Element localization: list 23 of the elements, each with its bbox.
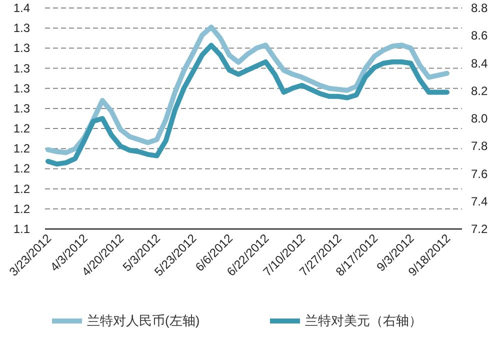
y-tick-label: 1.3	[13, 41, 30, 56]
y2-tick-label: 7.4	[471, 194, 488, 208]
legend-label: 兰特对人民币(左轴)	[87, 313, 200, 328]
legend-label: 兰特对美元（右轴）	[305, 313, 422, 328]
y2-tick-label: 7.6	[471, 166, 488, 181]
y-tick-label: 1.3	[13, 101, 30, 116]
y-tick-label: 1.2	[13, 182, 30, 196]
y-tick-label: 1.2	[13, 202, 30, 216]
y-tick-label: 1.4	[13, 1, 30, 15]
y2-tick-label: 8.2	[471, 84, 488, 98]
y-tick-label: 1.3	[13, 81, 30, 96]
y2-tick-label: 8.4	[471, 56, 488, 70]
y-tick-label: 1.3	[13, 21, 30, 36]
y-tick-label: 1.2	[13, 122, 30, 136]
y-tick-label: 1.2	[13, 162, 30, 176]
y-tick-label: 1.1	[13, 222, 30, 236]
y2-tick-label: 7.8	[471, 139, 488, 154]
y2-tick-label: 8.8	[471, 1, 488, 15]
y2-tick-label: 8.0	[471, 112, 488, 126]
y2-tick-label: 8.6	[471, 28, 488, 43]
y-tick-label: 1.2	[13, 142, 30, 156]
y2-tick-label: 7.2	[471, 222, 488, 236]
y-tick-label: 1.3	[13, 61, 30, 76]
